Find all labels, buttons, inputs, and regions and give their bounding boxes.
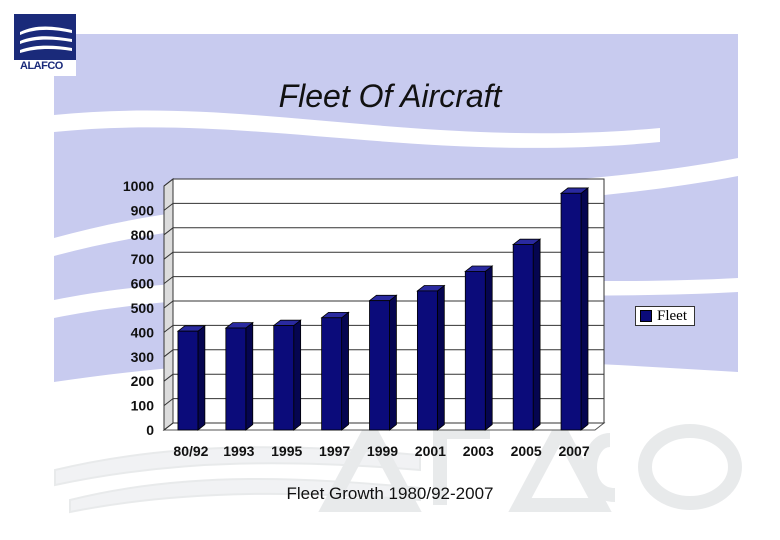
y-tick-label: 600: [131, 276, 155, 292]
logo-text: ALAFCO: [20, 60, 63, 72]
y-tick-label: 400: [131, 324, 155, 340]
bar: [320, 311, 350, 431]
y-tick-label: 500: [131, 300, 155, 316]
slide-title: Fleet Of Aircraft: [278, 78, 502, 114]
bar-front: [273, 325, 295, 431]
bar: [464, 265, 494, 431]
bar-front: [416, 290, 438, 431]
gridline-depth: [163, 373, 174, 382]
legend: Fleet: [635, 306, 695, 326]
bar-side: [245, 321, 254, 431]
bar: [559, 187, 590, 431]
y-tick-label: 100: [131, 398, 155, 414]
y-tick-label: 1000: [123, 178, 154, 194]
bar-side: [341, 311, 349, 431]
gridline-depth: [163, 203, 174, 211]
y-tick-label: 300: [131, 349, 155, 365]
bar: [512, 238, 542, 431]
gridline-depth: [163, 276, 174, 284]
bar-front: [225, 327, 247, 431]
bar-front: [177, 330, 199, 431]
bar-side: [293, 319, 302, 431]
bar-front: [369, 300, 390, 431]
gridline-depth: [163, 349, 174, 358]
bar-front: [512, 244, 534, 431]
legend-swatch: [640, 310, 652, 322]
gridline-depth: [163, 422, 174, 431]
y-tick-label: 700: [131, 251, 155, 267]
bar: [272, 319, 302, 431]
bar: [368, 294, 398, 431]
bar: [416, 284, 446, 431]
x-tick-label: 1999: [367, 443, 398, 459]
bar-front: [560, 192, 582, 431]
x-tick-label: 2003: [463, 443, 494, 459]
x-tick-label: 2001: [415, 443, 446, 459]
bar-side: [197, 324, 206, 431]
bar-side: [389, 294, 397, 431]
gridline-depth: [163, 178, 174, 187]
y-tick-label: 0: [146, 422, 154, 438]
bar: [224, 321, 254, 431]
y-axis-ticks: 0 100 200 300 400 500 600 700 800 900 1000: [123, 178, 154, 438]
x-tick-label: 80/92: [173, 443, 208, 459]
y-tick-label: 800: [131, 227, 155, 243]
x-tick-label: 1995: [271, 443, 302, 459]
gridline-depth: [163, 251, 174, 260]
gridline-depth: [163, 325, 174, 333]
chart-caption: Fleet Growth 1980/92-2007: [286, 484, 494, 503]
alafco-logo: [14, 14, 76, 76]
x-axis-ticks: 80/92 1993 1995 1997 1999 2001 2003 2005 2007: [173, 443, 589, 459]
y-tick-label: 900: [131, 202, 155, 218]
gridline-depth: [163, 227, 174, 236]
y-tick-label: 200: [131, 373, 155, 389]
x-tick-label: 1997: [319, 443, 350, 459]
legend-label: Fleet: [657, 307, 687, 324]
gridline-depth: [163, 300, 174, 309]
bars: [176, 187, 590, 431]
x-tick-label: 1993: [223, 443, 254, 459]
bar-side: [580, 187, 589, 431]
bar-front: [321, 317, 343, 431]
bar-side: [436, 284, 445, 431]
bar: [176, 324, 207, 431]
bar-side: [484, 265, 493, 431]
gridline-depth: [163, 398, 174, 406]
x-tick-label: 2005: [511, 443, 542, 459]
bar-side: [532, 238, 541, 431]
bar-front: [464, 270, 486, 431]
x-tick-label: 2007: [558, 443, 589, 459]
